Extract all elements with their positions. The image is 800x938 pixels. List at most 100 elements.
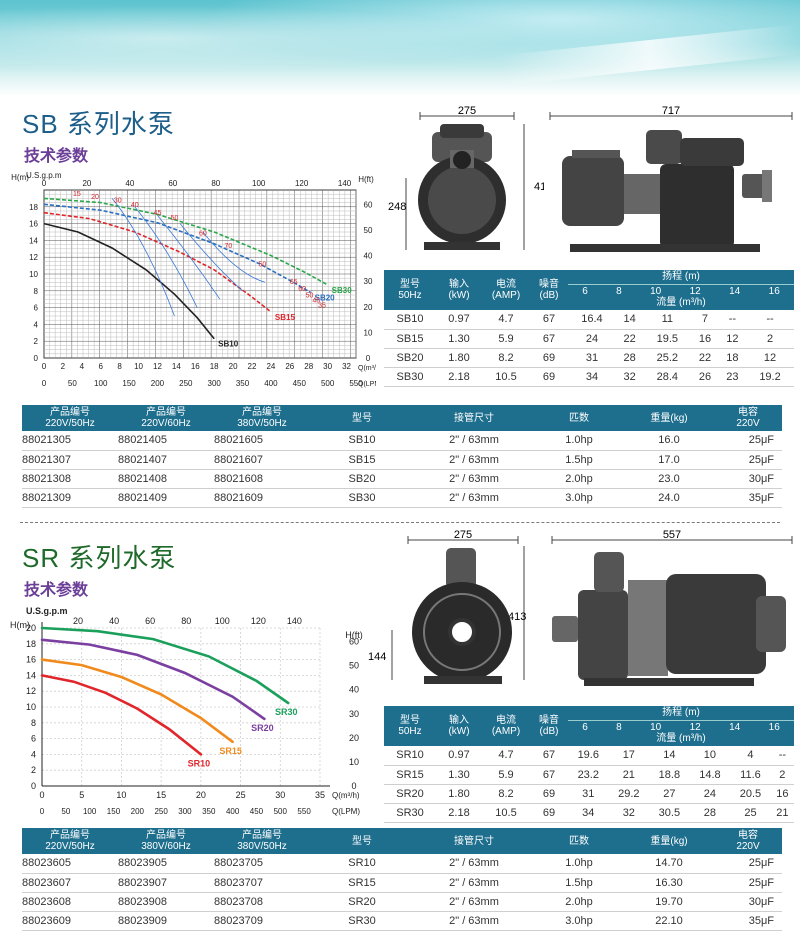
sb-xtick: 350 [236,379,250,388]
spec-row-sr10: SR10 0.97 4.7 67 19.6 17 14 10 4 -- [384,746,794,766]
product-col-header: 电容 220V [714,405,782,431]
sb-series-title: SB 系列水泵 [22,109,175,139]
sb-annotation: 50 [306,293,314,300]
spec-cell-flow: 30.5 [649,803,690,823]
product-cell: 88023607 [22,873,118,893]
sb-ytick: 2 [34,337,39,346]
product-cell: 19.70 [624,892,714,912]
sr-ytick: 14 [26,670,36,680]
sb-x2tick: 12 [153,362,162,371]
sb-x2tick: 8 [117,362,122,371]
spec-cell-input: 2.18 [436,367,482,387]
sr-xtoplabel: U.S.g.p.m [26,606,68,616]
sb-xtick: 0 [42,379,47,388]
sr-curve-sr20 [40,638,266,721]
sr-xlpm-tick: 500 [274,807,288,816]
product-cell: 88023707 [214,873,310,893]
sb-curve-label: SB10 [218,340,239,349]
product-cell: 88021605 [214,431,310,451]
spec-cell-flow: 34 [568,367,616,387]
product-cell: 2" / 63mm [414,450,534,470]
sr-spec-col-noise: 噪音 (dB) [530,706,568,746]
spec-cell-noise: 67 [530,746,568,766]
sr-ylabel: H(m) [10,620,30,630]
spec-cell-flow: 25.2 [643,348,692,368]
product-cell: 88021308 [22,469,118,489]
sb-xtick: 50 [68,379,77,388]
sb-x2tick: 6 [99,362,104,371]
spec-cell-flow: 4 [730,746,771,766]
sr-xlpm-tick: 0 [40,807,45,816]
product-cell: 88023907 [118,873,214,893]
spec-cell-flow: 7 [691,310,719,330]
spec-cell-noise: 69 [530,348,568,368]
sr-ytick: 12 [26,686,36,696]
product-cell: 24.0 [624,488,714,508]
sr-xlpm-tick: 150 [107,807,121,816]
spec-cell-flow: 31 [568,348,616,368]
sb-annotation: 60 [298,286,306,293]
spec-cell-flow: 19.6 [568,746,609,766]
sr-xtick: 30 [275,790,285,800]
sr-tech-params-label: 技术参数 [24,582,89,599]
product-cell: 25μF [714,431,782,451]
product-col-header: 重量(kg) [624,405,714,431]
product-cell: 30μF [714,469,782,489]
spec-cell-model: SB20 [384,348,436,368]
sb-spec-col-input: 输入 (kW) [436,270,482,310]
sr-xtick: 35 [315,790,325,800]
sb-efficiency-curve [157,214,221,300]
sb-x2tick: 18 [210,362,219,371]
sr-ytick: 4 [31,749,36,759]
sr-y2tick: 60 [349,637,359,647]
spec-cell-flow: 16 [691,329,719,349]
sr-curve-label: SR30 [275,707,298,717]
spec-cell-flow: -- [718,310,747,330]
sb-y2tick: 30 [364,277,373,286]
spec-cell-input: 1.80 [436,784,482,804]
product-cell: 88021608 [214,469,310,489]
product-row: 88021307 88021407 88021607 SB15 2" / 63mm 1.5… [22,450,782,470]
sb-x2label: Q(m³/h) [358,365,376,372]
spec-cell-flow: 21 [770,803,794,823]
product-cell: SB15 [310,450,414,470]
spec-cell-flow: 23 [718,367,747,387]
product-row: 88023607 88023907 88023707 SR15 2" / 63mm 1.5… [22,873,782,893]
sb-annotation: 40 [131,202,139,209]
sb-ylabel: H(m) [11,173,29,182]
sr-xtoptick: 140 [287,616,302,626]
product-cell: 16.30 [624,873,714,893]
spec-cell-current: 10.5 [482,803,530,823]
spec-cell-current: 4.7 [482,310,530,330]
product-cell: 23.0 [624,469,714,489]
sr-xlpm-tick: 200 [131,807,145,816]
sr-y2tick: 30 [349,709,359,719]
sr-xtoptick: 40 [109,616,119,626]
sb-spec-head-label: 扬程 (m) [568,270,794,285]
spec-cell-input: 1.30 [436,329,482,349]
spec-cell-input: 1.30 [436,765,482,785]
product-cell: SB30 [310,488,414,508]
product-cell: 88021307 [22,450,118,470]
spec-cell-flow: 16 [770,784,794,804]
product-cell: 88021609 [214,488,310,508]
sr-curve-sr30 [40,626,290,705]
sb-spec-col-noise: 噪音 (dB) [530,270,568,310]
sr-xtick: 25 [236,790,246,800]
product-cell: 88023608 [22,892,118,912]
sr-side-length: 557 [663,530,681,541]
product-cell: 88021405 [118,431,214,451]
sr-ytick: 20 [26,623,36,633]
sr-ytick: 6 [31,734,36,744]
sr-spec-head-label: 扬程 (m) [568,706,794,721]
sr-curve-sr10 [40,674,203,756]
sr-xlpm-tick: 550 [297,807,311,816]
product-col-header: 接管尺寸 [414,405,534,431]
spec-cell-flow: 29.2 [608,784,650,804]
sb-ytick: 0 [34,354,39,363]
sb-annotation: 70 [224,243,232,250]
spec-cell-noise: 69 [530,367,568,387]
spec-cell-model: SR10 [384,746,436,766]
product-col-header: 型号 [310,828,414,854]
